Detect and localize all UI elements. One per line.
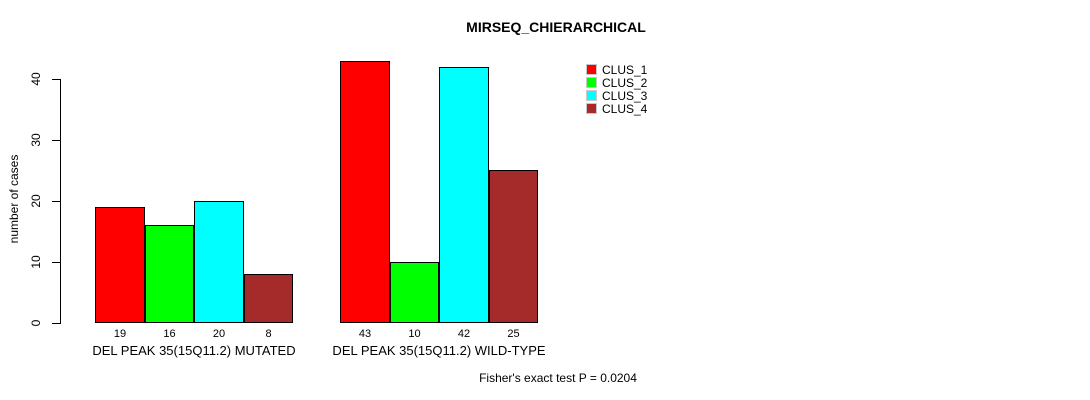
bar-clus_2-group1 (145, 225, 194, 323)
legend-row: CLUS_4 (586, 101, 648, 116)
y-axis-title: number of cases (7, 154, 21, 244)
legend-label: CLUS_1 (602, 62, 648, 77)
legend-swatch-clus_1 (586, 64, 597, 75)
y-tick-label: 20 (29, 194, 43, 208)
legend-label: CLUS_2 (602, 75, 648, 90)
y-tick-mark (52, 79, 60, 80)
legend-row: CLUS_3 (586, 88, 648, 103)
y-axis-line (60, 79, 61, 324)
group-label: DEL PEAK 35(15Q11.2) WILD-TYPE (332, 343, 546, 358)
group-label: DEL PEAK 35(15Q11.2) MUTATED (92, 343, 296, 358)
legend-row: CLUS_2 (586, 75, 648, 90)
y-tick-mark (52, 201, 60, 202)
bar-clus_4-group2 (489, 170, 538, 323)
bar-clus_1-group1 (95, 207, 145, 323)
legend-swatch-clus_4 (586, 103, 597, 114)
y-tick-label: 0 (29, 319, 43, 327)
legend-swatch-clus_3 (586, 90, 597, 101)
bar-value-label: 20 (212, 328, 226, 340)
y-tick-mark (52, 140, 60, 141)
y-tick-mark (52, 323, 60, 324)
bar-clus_3-group1 (194, 201, 244, 323)
y-tick-label: 10 (29, 255, 43, 269)
bar-value-label: 19 (113, 328, 127, 340)
bar-value-label: 25 (507, 328, 520, 340)
bar-value-label: 10 (408, 328, 421, 340)
bar-value-label: 16 (163, 328, 176, 340)
y-tick-mark (52, 262, 60, 263)
legend-swatch-clus_2 (586, 77, 597, 88)
bar-value-label: 42 (457, 328, 471, 340)
chart-title: MIRSEQ_CHIERARCHICAL (466, 19, 646, 35)
y-tick-label: 40 (29, 72, 43, 86)
bar-value-label: 43 (358, 328, 372, 340)
bar-clus_1-group2 (340, 61, 390, 323)
legend: CLUS_1 CLUS_2 CLUS_3 CLUS_4 (586, 62, 648, 116)
legend-row: CLUS_1 (586, 62, 648, 77)
footnote-text: Fisher's exact test P = 0.0204 (479, 371, 637, 385)
bar-clus_3-group2 (439, 67, 489, 323)
legend-label: CLUS_4 (602, 101, 648, 116)
bar-clus_2-group2 (390, 262, 439, 323)
bar-clus_4-group1 (244, 274, 293, 323)
legend-label: CLUS_3 (602, 88, 648, 103)
y-tick-label: 30 (29, 133, 43, 147)
bar-value-label: 8 (265, 328, 272, 340)
